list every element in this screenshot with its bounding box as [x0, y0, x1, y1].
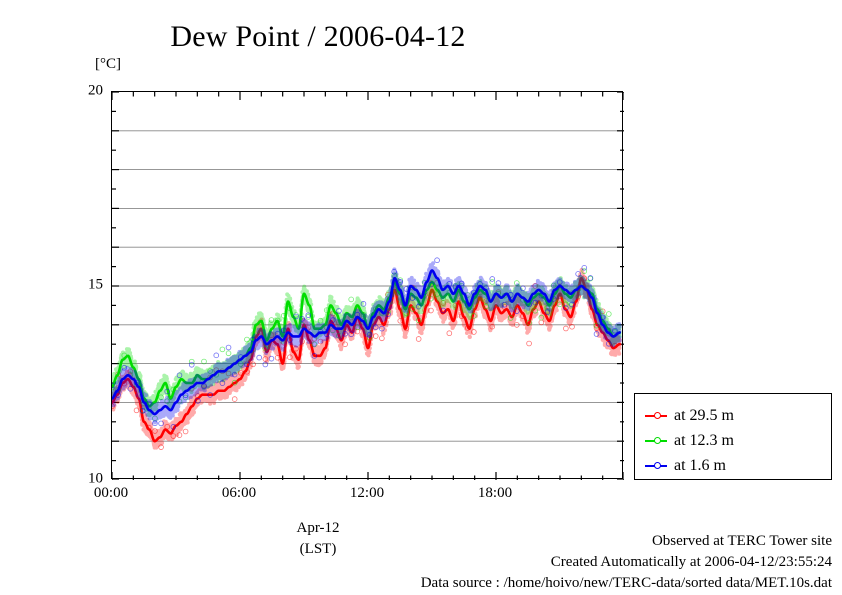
y-tick-label-10: 10	[88, 470, 103, 487]
y-tick-label-20: 20	[88, 82, 103, 99]
legend-label-1-6m: at 1.6 m	[674, 456, 726, 474]
x-tick-label-12-00: 12:00	[349, 485, 385, 501]
plot-svg	[112, 92, 624, 480]
legend-swatch-1-6m	[645, 460, 667, 472]
footer-data-source: Data source : /home/hoivo/new/TERC-data/…	[420, 575, 832, 591]
legend-swatch-29-5m	[645, 410, 667, 422]
y-axis-unit-label: [°C]	[95, 56, 121, 72]
footer-observed-site: Observed at TERC Tower site	[651, 533, 832, 549]
legend: at 29.5 m at 12.3 m at 1.6 m	[634, 393, 832, 480]
y-tick-label-15: 15	[88, 276, 103, 293]
chart-title: Dew Point / 2006-04-12	[170, 20, 466, 53]
x-tick-label-18-00: 18:00	[477, 485, 513, 501]
footer-created-timestamp: Created Automatically at 2006-04-12/23:5…	[550, 554, 832, 570]
legend-item-29-5m[interactable]: at 29.5 m	[645, 403, 831, 428]
legend-label-29-5m: at 29.5 m	[674, 406, 734, 424]
x-axis-caption-date: Apr-12	[296, 520, 340, 536]
x-tick-label-06-00: 06:00	[221, 485, 257, 501]
series-0	[112, 267, 622, 450]
legend-item-1-6m[interactable]: at 1.6 m	[645, 453, 831, 478]
legend-item-12-3m[interactable]: at 12.3 m	[645, 428, 831, 453]
plot-area	[111, 91, 624, 480]
legend-label-12-3m: at 12.3 m	[674, 431, 734, 449]
series-2	[112, 257, 622, 430]
legend-swatch-12-3m	[645, 435, 667, 447]
x-tick-label-00-00: 00:00	[93, 485, 129, 501]
x-axis-caption-timezone: (LST)	[299, 541, 337, 557]
